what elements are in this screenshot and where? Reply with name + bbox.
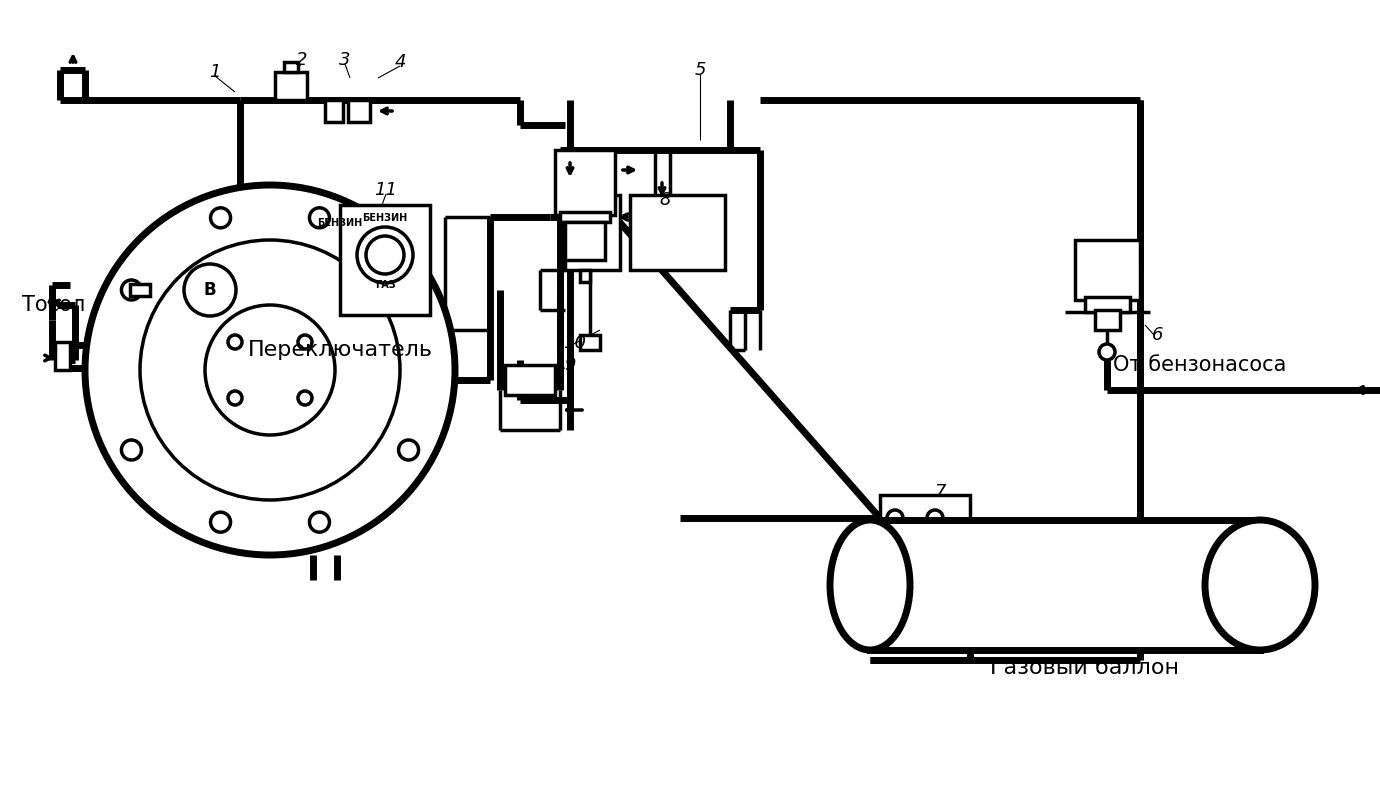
Circle shape <box>211 512 230 532</box>
Circle shape <box>357 227 413 283</box>
Bar <box>326 100 344 122</box>
Bar <box>1085 297 1130 312</box>
Bar <box>130 284 150 296</box>
Text: 4: 4 <box>395 53 406 71</box>
Text: ГАЗ: ГАЗ <box>375 280 395 290</box>
Bar <box>1094 310 1121 330</box>
Circle shape <box>309 208 330 228</box>
Bar <box>275 72 306 100</box>
Bar <box>284 62 298 72</box>
Text: 8: 8 <box>660 191 671 209</box>
Text: 7: 7 <box>934 483 945 501</box>
Bar <box>631 195 724 270</box>
Ellipse shape <box>829 520 909 650</box>
Circle shape <box>184 264 236 316</box>
Bar <box>564 195 620 270</box>
Bar <box>880 495 970 540</box>
Text: 3: 3 <box>339 51 351 69</box>
Bar <box>505 365 555 395</box>
Text: В: В <box>204 281 217 299</box>
Circle shape <box>887 510 903 526</box>
Circle shape <box>298 391 312 405</box>
Bar <box>869 520 1260 650</box>
Circle shape <box>399 440 418 460</box>
Text: БЕНЗИН: БЕНЗИН <box>363 213 407 223</box>
Text: 1: 1 <box>210 63 221 81</box>
Text: От бензонасоса: От бензонасоса <box>1114 355 1286 375</box>
Bar <box>555 150 615 215</box>
Text: 6: 6 <box>1152 326 1163 344</box>
Text: 10: 10 <box>563 334 586 352</box>
Circle shape <box>309 512 330 532</box>
Circle shape <box>1098 344 1115 360</box>
Circle shape <box>366 236 404 274</box>
Circle shape <box>399 280 418 300</box>
Circle shape <box>211 208 230 228</box>
Bar <box>564 222 604 260</box>
Circle shape <box>139 240 400 500</box>
Circle shape <box>298 335 312 349</box>
Text: Тосол: Тосол <box>22 295 86 315</box>
Circle shape <box>228 335 242 349</box>
Circle shape <box>206 305 335 435</box>
Text: 9: 9 <box>564 356 575 374</box>
Bar <box>560 212 610 222</box>
Bar <box>348 100 370 122</box>
Bar <box>339 205 431 315</box>
Circle shape <box>86 185 455 555</box>
Text: 5: 5 <box>694 61 705 79</box>
Text: Переключатель: Переключатель <box>247 340 432 360</box>
Bar <box>55 342 70 370</box>
Bar <box>1075 240 1140 300</box>
Circle shape <box>121 440 141 460</box>
Text: БЕНЗИН: БЕНЗИН <box>317 218 363 228</box>
Bar <box>580 335 600 350</box>
Text: Газовый баллон: Газовый баллон <box>991 658 1180 678</box>
Ellipse shape <box>1205 520 1315 650</box>
Text: 11: 11 <box>374 181 397 199</box>
Circle shape <box>228 391 242 405</box>
Circle shape <box>927 510 943 526</box>
Text: 2: 2 <box>297 51 308 69</box>
Circle shape <box>121 280 141 300</box>
Bar <box>580 270 591 282</box>
